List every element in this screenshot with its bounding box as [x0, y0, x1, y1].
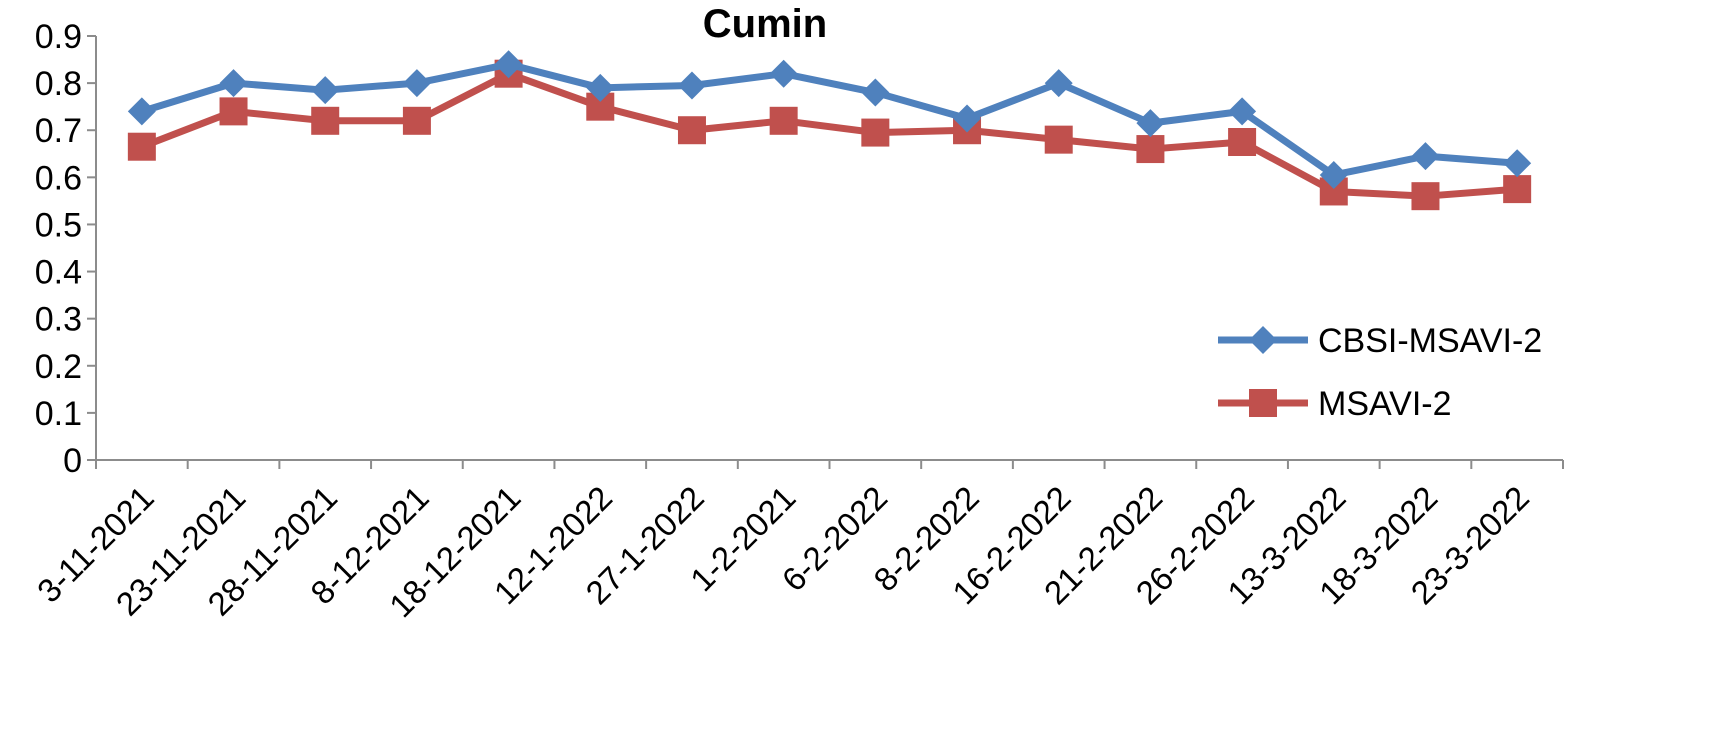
data-point-cbsi-msavi-2	[1319, 160, 1348, 189]
data-point-msavi-2	[311, 106, 340, 135]
data-point-cbsi-msavi-2	[586, 73, 615, 102]
data-point-cbsi-msavi-2	[494, 50, 523, 79]
data-point-msavi-2	[769, 106, 798, 135]
data-point-cbsi-msavi-2	[1228, 97, 1257, 126]
data-point-cbsi-msavi-2	[1136, 109, 1165, 138]
data-point-msavi-2	[861, 118, 890, 147]
y-tick-label: 0.1	[35, 395, 82, 433]
legend-label-cbsi-msavi-2: CBSI-MSAVI-2	[1318, 322, 1542, 360]
y-tick-label: 0.6	[35, 159, 82, 197]
data-point-msavi-2	[219, 97, 248, 126]
data-point-msavi-2	[1044, 125, 1073, 154]
data-point-msavi-2	[402, 106, 431, 135]
chart-legend: CBSI-MSAVI-2 MSAVI-2	[1218, 322, 1542, 423]
y-tick-label: 0.7	[35, 112, 82, 150]
data-point-cbsi-msavi-2	[677, 71, 706, 100]
data-point-cbsi-msavi-2	[861, 78, 890, 107]
series-cbsi-msavi-2	[127, 50, 1532, 189]
data-point-cbsi-msavi-2	[1044, 69, 1073, 98]
y-axis-ticks: 0 0.1 0.2 0.3 0.4 0.5 0.6 0.7 0.8 0.9	[35, 18, 96, 480]
data-point-msavi-2	[1228, 128, 1257, 156]
data-point-cbsi-msavi-2	[953, 104, 982, 133]
y-tick-label: 0.3	[35, 301, 82, 339]
data-point-cbsi-msavi-2	[769, 59, 798, 88]
legend-marker-msavi-2	[1249, 389, 1277, 417]
series-layer	[127, 50, 1532, 211]
data-point-msavi-2	[1411, 182, 1440, 211]
data-point-cbsi-msavi-2	[219, 69, 248, 98]
series-line-msavi-2	[140, 70, 1518, 200]
y-tick-label: 0.8	[35, 65, 82, 103]
legend-item-cbsi-msavi-2: CBSI-MSAVI-2	[1218, 322, 1542, 360]
y-tick-label: 0.5	[35, 206, 82, 244]
data-point-cbsi-msavi-2	[1411, 142, 1440, 171]
y-tick-label: 0.9	[35, 18, 82, 56]
data-point-msavi-2	[127, 132, 156, 161]
y-tick-label: 0	[63, 442, 82, 480]
series-line-cbsi-msavi-2	[140, 60, 1518, 179]
data-point-cbsi-msavi-2	[127, 97, 156, 126]
y-tick-label: 0.2	[35, 348, 82, 386]
legend-label-msavi-2: MSAVI-2	[1318, 385, 1452, 423]
data-point-cbsi-msavi-2	[311, 76, 340, 105]
data-point-msavi-2	[1503, 175, 1532, 204]
data-point-msavi-2	[677, 116, 706, 145]
data-point-cbsi-msavi-2	[402, 69, 431, 98]
chart-title: Cumin	[703, 2, 827, 46]
legend-marker-cbsi-msavi-2	[1249, 326, 1277, 354]
data-point-cbsi-msavi-2	[1503, 149, 1532, 178]
x-axis-ticks: 3-11-202123-11-202128-11-20218-12-202118…	[30, 460, 1564, 624]
y-tick-label: 0.4	[35, 254, 82, 292]
legend-item-msavi-2: MSAVI-2	[1218, 385, 1452, 423]
data-point-msavi-2	[1136, 135, 1165, 164]
series-msavi-2	[127, 59, 1532, 211]
